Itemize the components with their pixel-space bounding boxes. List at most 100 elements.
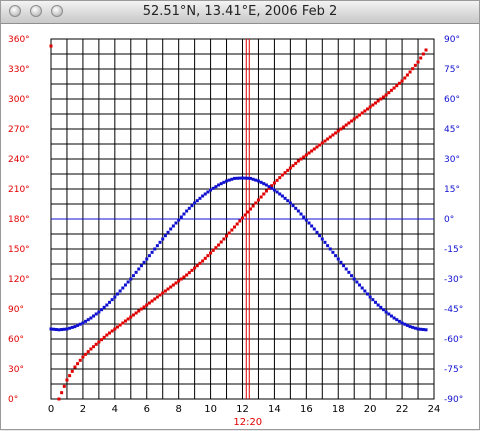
elevation-point xyxy=(153,247,157,251)
elevation-point xyxy=(217,183,221,187)
elevation-point xyxy=(288,201,292,205)
azimuth-point xyxy=(65,378,69,382)
azimuth-point xyxy=(139,307,143,311)
elevation-point xyxy=(344,267,348,271)
zoom-button[interactable] xyxy=(51,5,63,17)
azimuth-point xyxy=(134,311,138,315)
azimuth-point xyxy=(70,369,74,373)
azimuth-point xyxy=(94,342,98,346)
azimuth-point xyxy=(163,289,167,293)
elevation-point xyxy=(118,289,122,293)
elevation-point xyxy=(52,327,56,331)
azimuth-point xyxy=(413,63,417,67)
elevation-point xyxy=(304,218,308,222)
elevation-point xyxy=(171,224,175,228)
minimize-button[interactable] xyxy=(30,5,42,17)
elevation-point xyxy=(315,230,319,234)
azimuth-point xyxy=(267,186,271,190)
elevation-point xyxy=(222,180,226,184)
noon-marker: 12:20 xyxy=(233,39,262,428)
left-axis-tick-label: 90° xyxy=(8,305,24,315)
elevation-point xyxy=(131,274,135,278)
azimuth-point xyxy=(376,99,380,103)
azimuth-point xyxy=(278,176,282,180)
x-axis-tick-label: 16 xyxy=(300,404,313,415)
elevation-point xyxy=(54,328,58,332)
azimuth-point xyxy=(397,81,401,85)
azimuth-point xyxy=(275,178,279,182)
elevation-point xyxy=(65,327,69,331)
azimuth-point xyxy=(419,56,423,60)
azimuth-point xyxy=(166,287,170,291)
elevation-point xyxy=(195,199,199,203)
elevation-point xyxy=(376,303,380,307)
series xyxy=(49,44,428,401)
elevation-point xyxy=(193,201,197,205)
azimuth-point xyxy=(302,155,306,159)
elevation-point xyxy=(108,300,112,304)
azimuth-point xyxy=(347,121,351,125)
azimuth-point xyxy=(395,84,399,88)
azimuth-point xyxy=(371,103,375,107)
azimuth-point xyxy=(187,271,191,275)
azimuth-point xyxy=(203,256,207,260)
azimuth-point xyxy=(251,204,255,208)
azimuth-point xyxy=(405,73,409,77)
title-bar[interactable]: 52.51°N, 13.41°E, 2006 Feb 2 xyxy=(1,1,479,24)
left-axis-tick-label: 150° xyxy=(8,245,30,255)
azimuth-point xyxy=(296,159,300,163)
close-button[interactable] xyxy=(9,5,21,17)
elevation-point xyxy=(102,305,106,309)
azimuth-point xyxy=(288,166,292,170)
azimuth-point xyxy=(264,189,268,193)
azimuth-point xyxy=(227,231,231,235)
right-axis-tick-label: -45° xyxy=(444,305,463,315)
elevation-point xyxy=(363,289,367,293)
azimuth-point xyxy=(400,79,404,83)
elevation-point xyxy=(57,328,61,332)
x-axis-tick-label: 0 xyxy=(48,404,54,415)
elevation-point xyxy=(347,270,351,274)
elevation-point xyxy=(174,221,178,225)
elevation-point xyxy=(424,328,428,332)
elevation-point xyxy=(49,327,53,331)
elevation-point xyxy=(416,327,420,331)
elevation-point xyxy=(134,270,138,274)
elevation-point xyxy=(278,192,282,196)
elevation-point xyxy=(323,240,327,244)
azimuth-point xyxy=(350,119,354,123)
right-axis-tick-label: 0° xyxy=(444,215,454,225)
elevation-point xyxy=(214,185,218,189)
elevation-point xyxy=(373,300,377,304)
azimuth-point xyxy=(60,391,64,395)
azimuth-point xyxy=(368,105,372,109)
azimuth-point xyxy=(97,340,101,344)
azimuth-point xyxy=(49,44,53,48)
azimuth-point xyxy=(225,234,229,238)
elevation-point xyxy=(227,178,231,182)
azimuth-point xyxy=(57,397,61,401)
azimuth-point xyxy=(73,365,77,369)
azimuth-point xyxy=(320,141,324,145)
azimuth-point xyxy=(416,60,420,64)
left-axis-tick-label: 300° xyxy=(8,95,30,105)
elevation-point xyxy=(198,196,202,200)
elevation-point xyxy=(163,234,167,238)
elevation-point xyxy=(126,280,130,284)
azimuth-point xyxy=(113,327,117,331)
elevation-point xyxy=(201,194,205,198)
azimuth-point xyxy=(310,149,314,153)
azimuth-point xyxy=(262,192,266,196)
right-axis-tick-label: -60° xyxy=(444,335,463,345)
elevation-point xyxy=(78,322,82,326)
elevation-point xyxy=(291,204,295,208)
azimuth-point xyxy=(129,315,133,319)
x-axis-tick-label: 24 xyxy=(428,404,441,415)
elevation-point xyxy=(336,257,340,261)
azimuth-point xyxy=(286,168,290,172)
azimuth-point xyxy=(387,91,391,95)
azimuth-point xyxy=(379,97,383,101)
azimuth-point xyxy=(108,331,112,335)
elevation-point xyxy=(166,230,170,234)
